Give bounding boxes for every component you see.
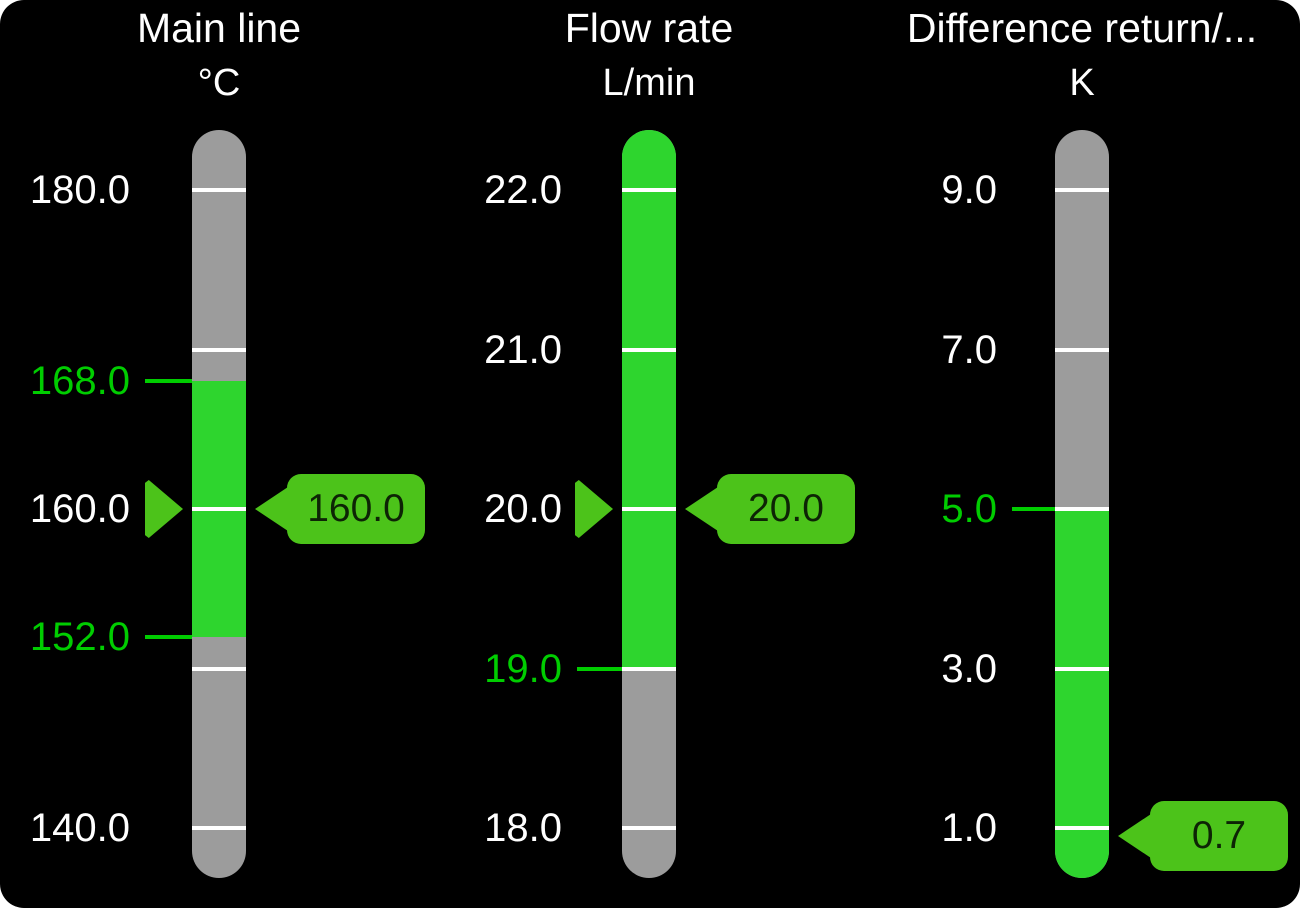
scale-label: 7.0 bbox=[941, 327, 997, 372]
scale-label: 21.0 bbox=[484, 327, 562, 372]
scale-tick bbox=[192, 826, 246, 830]
gauge-title: Difference return/... bbox=[906, 5, 1258, 51]
limit-label: 152.0 bbox=[29, 614, 130, 659]
gauge-unit: °C bbox=[197, 62, 241, 104]
scale-label: 1.0 bbox=[941, 806, 997, 850]
gauge-unit: K bbox=[1069, 62, 1095, 104]
scale-tick bbox=[622, 188, 676, 192]
scale-tick bbox=[622, 507, 676, 511]
scale-label: 22.0 bbox=[484, 168, 562, 212]
gauge-bar bbox=[192, 130, 246, 878]
value-pointer-icon bbox=[145, 480, 183, 538]
gauge-bar bbox=[622, 130, 676, 878]
gauge-title: Flow rate bbox=[564, 5, 734, 51]
scale-tick bbox=[192, 507, 246, 511]
badge-arrow-icon bbox=[685, 485, 721, 533]
value-badge-text: 20.0 bbox=[717, 474, 855, 544]
badge-arrow-icon bbox=[255, 485, 291, 533]
scale-tick bbox=[1055, 826, 1109, 830]
scale-label: 140.0 bbox=[29, 806, 130, 850]
limit-label: 19.0 bbox=[484, 646, 562, 691]
scale-tick bbox=[1055, 507, 1109, 511]
scale-label: 3.0 bbox=[941, 646, 997, 691]
value-badge: 0.7 bbox=[1118, 801, 1290, 871]
limit-line bbox=[1012, 507, 1055, 511]
scale-tick bbox=[622, 826, 676, 830]
scale-tick bbox=[1055, 188, 1109, 192]
scale-label: 18.0 bbox=[484, 806, 562, 850]
gauge-green-zone bbox=[1055, 509, 1109, 878]
gauge-unit: L/min bbox=[602, 62, 696, 104]
scale-tick bbox=[622, 347, 676, 352]
limit-label: 5.0 bbox=[941, 487, 997, 531]
scale-tick bbox=[192, 666, 246, 671]
scale-tick bbox=[1055, 666, 1109, 671]
scale-label: 9.0 bbox=[941, 168, 997, 212]
scale-tick bbox=[192, 347, 246, 352]
limit-line bbox=[577, 666, 622, 671]
scale-label: 180.0 bbox=[29, 168, 130, 212]
gauge-title: Main line bbox=[136, 5, 302, 51]
limit-label: 168.0 bbox=[29, 359, 130, 404]
value-pointer-icon bbox=[575, 480, 613, 538]
scale-label: 20.0 bbox=[484, 487, 562, 531]
badge-arrow-icon bbox=[1118, 812, 1154, 860]
gauge-green-zone bbox=[622, 130, 676, 669]
gauge-green-zone bbox=[192, 381, 246, 637]
value-badge: 160.0 bbox=[255, 474, 427, 544]
gauge-bar bbox=[1055, 130, 1109, 878]
value-badge-text: 160.0 bbox=[287, 474, 425, 544]
scale-tick bbox=[1055, 347, 1109, 352]
scale-tick bbox=[192, 188, 246, 192]
scale-tick bbox=[622, 666, 676, 671]
limit-line bbox=[145, 379, 192, 384]
scale-label: 160.0 bbox=[29, 487, 130, 531]
value-badge: 20.0 bbox=[685, 474, 857, 544]
limit-line bbox=[145, 634, 192, 639]
value-badge-text: 0.7 bbox=[1150, 801, 1288, 871]
